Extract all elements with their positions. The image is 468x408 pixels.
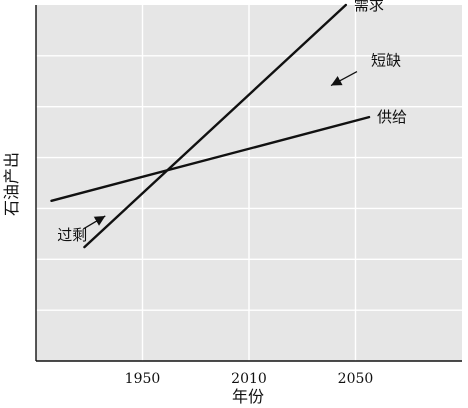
annotation-arrow bbox=[330, 70, 358, 87]
series-lines bbox=[50, 3, 371, 249]
annotation-arrow bbox=[82, 215, 106, 230]
grid bbox=[36, 5, 462, 361]
x-tick-label: 1950 bbox=[125, 371, 161, 387]
x-axis-title: 年份 bbox=[232, 387, 264, 406]
x-tick-labels: 1950 2010 2050 bbox=[125, 371, 374, 387]
x-tick-label: 2010 bbox=[231, 371, 267, 387]
series-line-demand bbox=[83, 3, 348, 249]
x-tick-label: 2050 bbox=[338, 371, 374, 387]
series-label-demand: 需求 bbox=[354, 0, 384, 14]
annotation-surplus: 过剩 bbox=[57, 226, 87, 244]
series-label-supply: 供给 bbox=[377, 108, 407, 126]
series-line-supply bbox=[50, 115, 371, 203]
y-axis-title: 石油产出 bbox=[2, 152, 21, 216]
annotation-shortage: 短缺 bbox=[371, 52, 401, 70]
